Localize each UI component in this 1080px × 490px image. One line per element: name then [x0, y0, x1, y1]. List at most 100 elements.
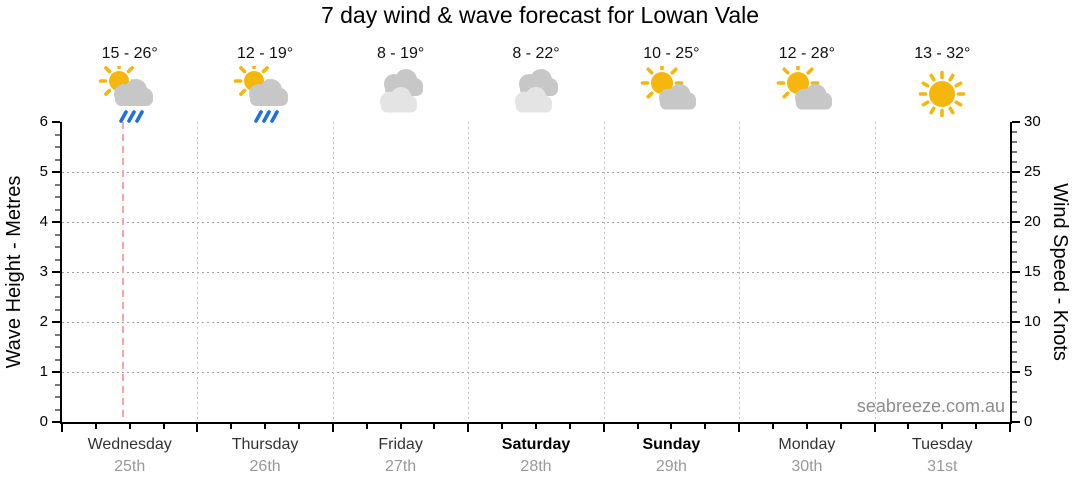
left-axis-minor-tick: [55, 296, 60, 298]
left-axis-line: [60, 122, 62, 424]
right-axis-minor-tick: [1012, 331, 1017, 333]
bottom-axis-line: [60, 422, 1012, 424]
right-axis-minor-tick: [1012, 291, 1017, 293]
right-axis-minor-tick: [1012, 191, 1017, 193]
x-axis-minor-tick: [568, 424, 571, 429]
weather-icon: [775, 61, 839, 126]
day-date-label: 27th: [385, 458, 417, 475]
sun-cloud-rain-icon: [98, 60, 153, 123]
current-time-marker: [121, 122, 124, 422]
right-axis-minor-tick: [1012, 241, 1017, 243]
right-axis-tick-label: 20: [1024, 213, 1041, 230]
right-axis-minor-tick: [1012, 341, 1017, 343]
left-axis-minor-tick: [55, 196, 60, 198]
day-gridline: [874, 122, 876, 422]
sun-cloud-icon: [776, 61, 832, 110]
sun-cloud-rain-icon: [233, 60, 289, 123]
right-axis-minor-tick: [1012, 141, 1017, 143]
right-axis-tick: [1012, 421, 1020, 423]
cloudy-icon: [379, 69, 423, 113]
watermark-text: seabreeze.com.au: [856, 396, 1005, 416]
x-axis-tick: [331, 424, 334, 432]
right-axis-tick-label: 10: [1024, 313, 1041, 330]
x-axis-tick: [873, 424, 876, 432]
x-axis-minor-tick: [501, 424, 504, 429]
right-axis-minor-tick: [1012, 251, 1017, 253]
left-axis-minor-tick: [55, 246, 60, 248]
right-axis-minor-tick: [1012, 131, 1017, 133]
day-name-label: Wednesday: [87, 436, 172, 453]
day-name-label: Tuesday: [911, 436, 973, 453]
weather-icon: [233, 60, 297, 126]
right-axis-minor-tick: [1012, 401, 1017, 403]
weather-icon: [369, 66, 433, 126]
right-axis-tick: [1012, 171, 1020, 173]
left-axis-tick: [52, 221, 60, 223]
left-axis-minor-tick: [55, 383, 60, 386]
day-gridline: [739, 122, 741, 422]
x-axis-minor-tick: [399, 424, 402, 429]
day-gridline: [468, 122, 470, 422]
left-axis-minor-tick: [55, 146, 60, 148]
day-date-label: 30th: [791, 458, 823, 475]
weather-icon: [98, 60, 162, 126]
left-axis-tick-label: 3: [39, 263, 48, 280]
right-axis-tick-label: 30: [1024, 113, 1041, 130]
right-axis-tick: [1012, 121, 1020, 123]
right-axis-tick-label: 0: [1024, 413, 1033, 430]
sun-cloud-icon: [641, 61, 697, 110]
x-axis-minor-tick: [264, 424, 267, 429]
x-axis-minor-tick: [907, 424, 910, 429]
right-axis-minor-tick: [1012, 211, 1017, 213]
left-axis-minor-tick: [55, 333, 60, 336]
x-axis-minor-tick: [230, 424, 233, 429]
x-axis-minor-tick: [772, 424, 774, 429]
wave-gridline: [62, 372, 1010, 373]
day-temp-label: 10 - 25°: [643, 45, 700, 62]
x-axis-minor-tick: [298, 424, 300, 429]
left-axis-minor-tick: [55, 183, 60, 186]
day-date-label: 26th: [249, 458, 281, 475]
left-axis-minor-tick: [55, 208, 60, 211]
left-axis-tick: [52, 121, 60, 123]
left-axis-minor-tick: [55, 396, 60, 398]
x-axis-tick: [196, 424, 199, 432]
day-temp-label: 12 - 19°: [236, 45, 294, 62]
left-axis-minor-tick: [55, 158, 60, 161]
right-axis-minor-tick: [1012, 231, 1017, 233]
right-axis-tick: [1012, 371, 1020, 373]
x-axis-tick: [602, 424, 605, 432]
sunny-icon: [918, 70, 966, 118]
day-temp-label: 8 - 22°: [512, 45, 560, 62]
left-axis-tick-label: 1: [39, 363, 48, 380]
left-axis-tick-label: 0: [39, 413, 48, 430]
right-axis-minor-tick: [1012, 351, 1017, 353]
x-axis-tick: [467, 424, 470, 432]
day-name-label: Friday: [378, 436, 423, 453]
x-axis-minor-tick: [162, 424, 165, 429]
day-date-label: 31st: [927, 458, 958, 475]
x-axis-minor-tick: [670, 424, 673, 429]
x-axis-minor-tick: [839, 424, 842, 429]
left-axis-tick-label: 4: [39, 213, 48, 230]
left-axis-minor-tick: [55, 258, 60, 261]
day-temp-label: 8 - 19°: [376, 45, 425, 62]
right-axis-minor-tick: [1012, 311, 1017, 313]
x-axis-minor-tick: [94, 424, 97, 429]
wave-gridline: [62, 222, 1010, 223]
left-axis-tick: [52, 171, 60, 173]
left-axis-minor-tick: [55, 346, 60, 348]
x-axis-minor-tick: [433, 424, 436, 429]
right-axis-tick: [1012, 321, 1020, 323]
left-axis-tick: [52, 321, 60, 323]
left-axis-minor-tick: [55, 233, 60, 236]
wave-gridline: [62, 272, 1010, 273]
right-axis-line: [1010, 122, 1012, 424]
x-axis-tick: [1009, 424, 1011, 432]
day-name-label: Thursday: [231, 436, 299, 453]
x-axis-minor-tick: [365, 424, 368, 429]
day-gridline: [603, 122, 605, 422]
x-axis-minor-tick: [636, 424, 639, 429]
day-name-label: Monday: [778, 436, 836, 453]
